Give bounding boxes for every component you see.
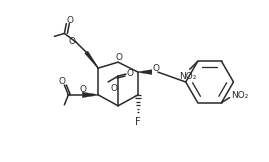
Text: O: O [111,84,118,93]
Polygon shape [85,51,98,68]
Text: O: O [80,85,87,94]
Text: O: O [59,76,66,86]
Polygon shape [138,70,152,75]
Polygon shape [82,92,98,98]
Text: O: O [126,69,133,78]
Text: O: O [153,64,160,73]
Text: F: F [135,117,141,127]
Text: NO₂: NO₂ [179,72,196,81]
Text: O: O [116,53,123,62]
Text: O: O [69,37,76,46]
Text: NO₂: NO₂ [231,91,248,100]
Text: O: O [67,16,74,25]
